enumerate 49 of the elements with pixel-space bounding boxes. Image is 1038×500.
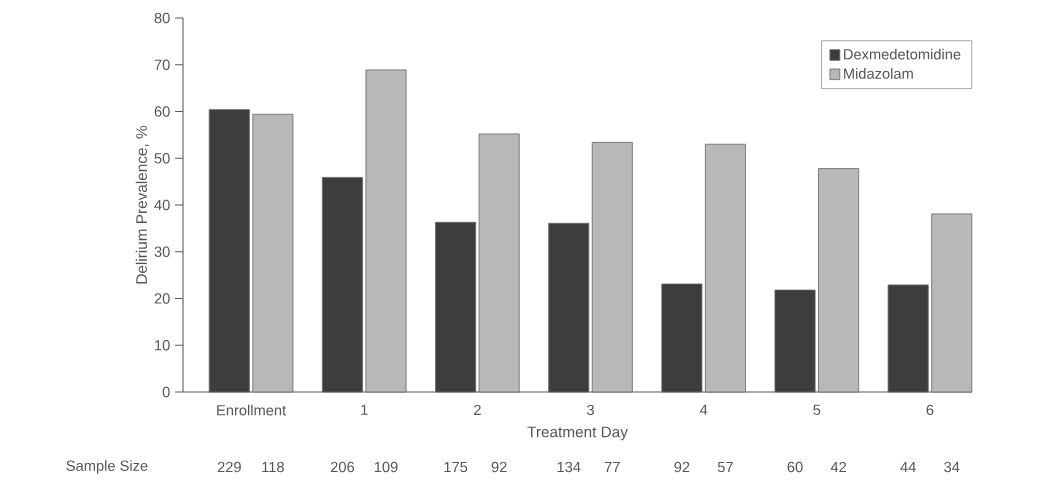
text: 92 [674,461,690,473]
bar [818,168,860,393]
x-tick-label: 6 [926,404,934,416]
legend-label: Dexmedetomidine [844,48,961,60]
text: 206 [330,461,355,473]
y-tick-label: 30 [154,246,170,257]
x-tick-label: 5 [813,404,821,415]
bar [887,284,929,393]
y-tick-label: 0 [162,386,170,398]
y-tick-label: 60 [154,106,170,117]
bar [252,113,294,393]
text: 77 [604,461,620,473]
bar [321,177,363,393]
bar [478,133,520,393]
bar [661,283,703,393]
y-tick-label: 70 [154,59,170,70]
bar [931,213,973,393]
bar [208,109,250,393]
text: 42 [830,461,847,473]
bar [548,222,590,393]
bar [774,289,816,393]
text: 57 [717,461,733,473]
text: 60 [787,461,803,473]
y-axis-title: Delirium Prevalence, % [135,125,149,284]
x-tick-label: 3 [587,404,594,416]
text: 118 [262,461,284,473]
legend-label: Midazolam [844,68,913,79]
x-tick-label: 2 [474,404,481,415]
x-tick-label: 1 [361,404,368,415]
y-tick-label: 80 [154,12,170,24]
y-tick-label: 20 [154,293,170,304]
bar [704,143,746,393]
text: 175 [444,461,468,473]
text: 134 [557,461,581,473]
text: 44 [900,461,916,473]
x-axis-title: Treatment Day [527,426,628,441]
text: 229 [217,461,241,473]
text: 34 [944,461,960,473]
text: 92 [491,461,507,473]
y-tick-label: 50 [154,153,170,164]
y-tick-label: 40 [154,199,170,211]
bar [365,69,407,393]
x-tick-label: 4 [699,404,708,415]
text: 109 [374,461,398,473]
y-tick-label: 10 [155,340,170,351]
bar [435,221,477,393]
bar [591,141,633,393]
text: Sample Size [66,460,148,474]
x-tick-label: Enrollment [217,404,287,416]
